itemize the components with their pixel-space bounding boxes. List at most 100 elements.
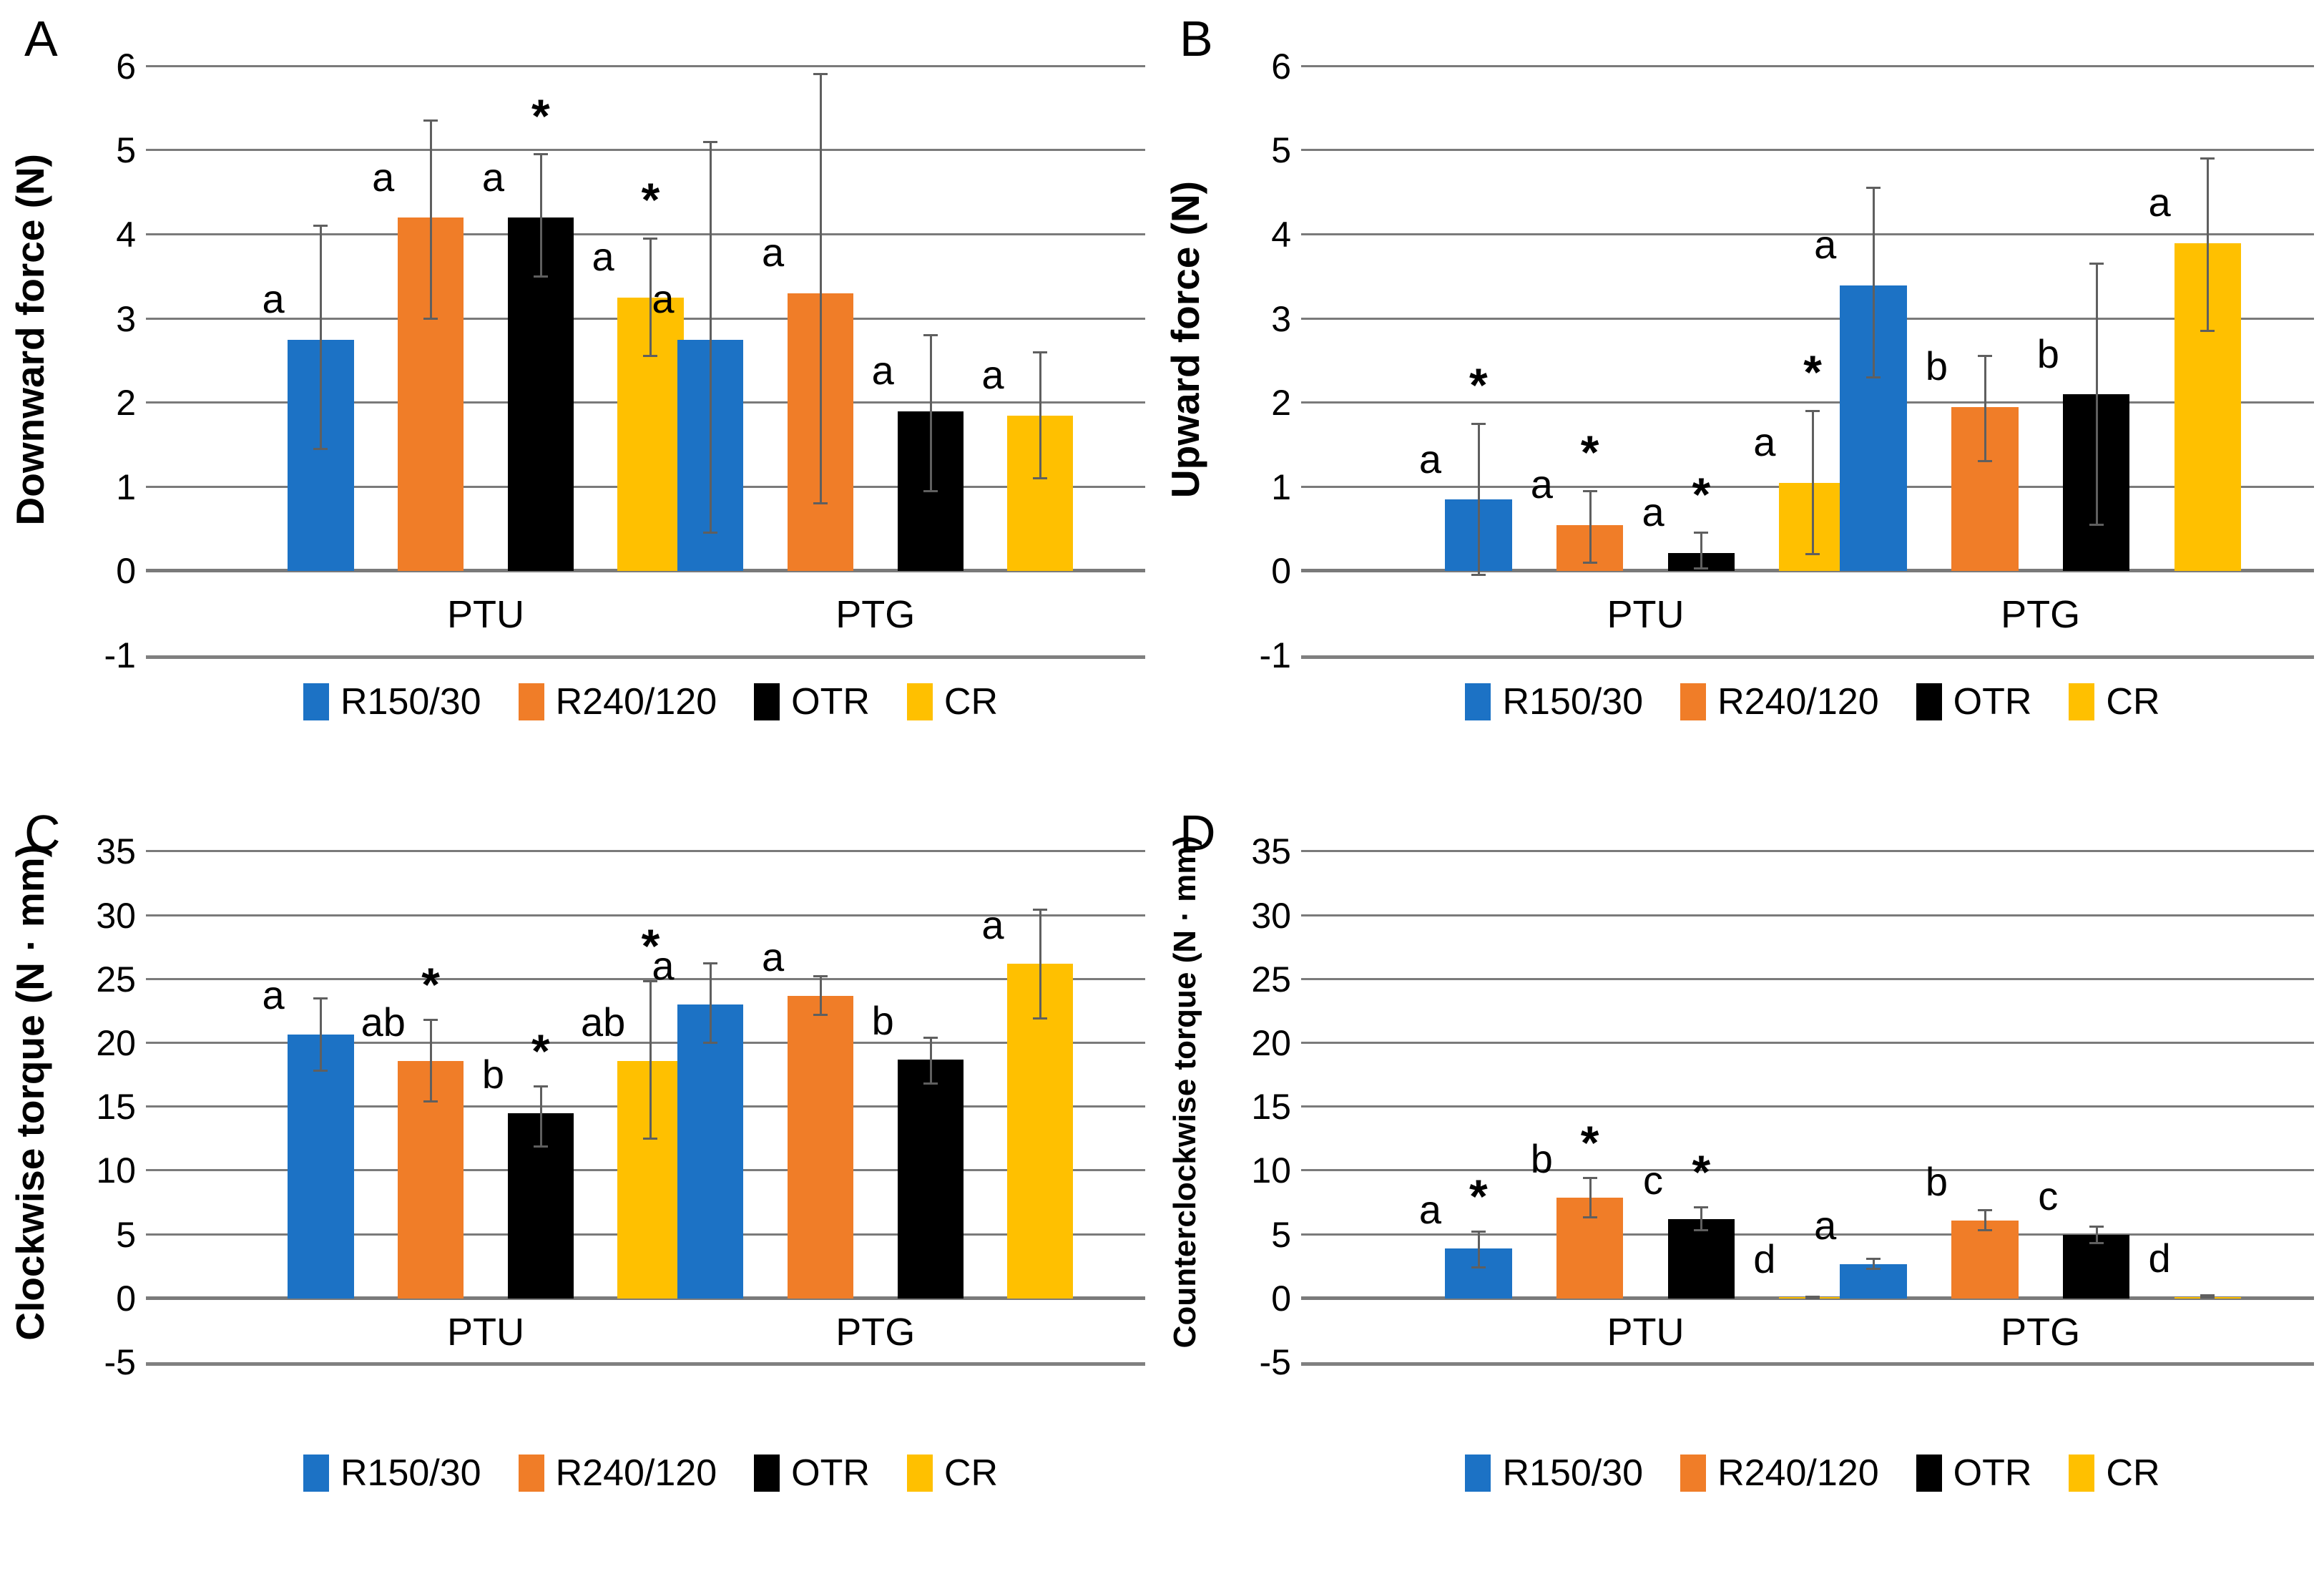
error-bar — [1589, 491, 1592, 563]
significance-letter: ab — [361, 999, 406, 1045]
error-bar-cap — [1866, 1257, 1881, 1260]
legend-item-R150/30: R150/30 — [303, 1452, 481, 1495]
y-axis-title: Clockwise torque (N · mm) — [8, 844, 52, 1341]
error-bar-cap — [313, 225, 328, 228]
significance-letter: a — [1418, 436, 1442, 481]
significance-letter: b — [2036, 331, 2059, 376]
legend-item-OTR: OTR — [754, 1452, 870, 1495]
legend-item-CR: CR — [906, 680, 998, 723]
significance-star: * — [531, 89, 550, 142]
error-bar-cap — [1694, 532, 1709, 534]
error-bar-cap — [1805, 552, 1820, 555]
error-bar-cap — [313, 997, 328, 999]
error-bar — [430, 1020, 433, 1103]
panel-letter-c: C — [24, 805, 61, 861]
gridline — [146, 64, 1145, 67]
significance-letter: a — [262, 972, 285, 1018]
error-bar-cap — [2200, 330, 2215, 333]
bar-PTU-R150/30 — [288, 1034, 354, 1299]
error-bar-cap — [923, 334, 938, 337]
legend-label: R240/120 — [555, 1452, 717, 1494]
legend: R150/30 R240/120 OTR CR — [1301, 1452, 2324, 1495]
error-bar-cap — [313, 1070, 328, 1072]
significance-letter: ab — [580, 999, 626, 1045]
gridline — [1301, 1169, 2314, 1172]
error-bar-cap — [813, 502, 828, 505]
error-bar-cap — [703, 962, 718, 965]
significance-star: * — [531, 1024, 550, 1077]
significance-letter: d — [2148, 1235, 2171, 1281]
tick-label: -5 — [104, 1342, 136, 1382]
error-bar-cap — [1033, 477, 1048, 480]
tick-label: 3 — [1271, 298, 1291, 339]
error-bar — [2095, 264, 2098, 525]
error-bar-cap — [1694, 567, 1709, 569]
x-axis-group-label: PTG — [835, 592, 916, 636]
error-bar-cap — [813, 1013, 828, 1016]
error-bar — [1477, 1232, 1480, 1268]
significance-letter: b — [1925, 1158, 1948, 1204]
gridline — [146, 850, 1145, 853]
error-bar-cap — [703, 532, 718, 534]
error-bar-cap — [813, 73, 828, 76]
gridline — [1301, 850, 2314, 853]
significance-letter: a — [592, 234, 614, 280]
gridline — [146, 1042, 1145, 1044]
legend-item-CR: CR — [2069, 680, 2160, 723]
bar-PTG-R240/120 — [787, 996, 854, 1299]
legend-swatch-icon — [1680, 1455, 1707, 1492]
error-bar-cap — [2200, 1296, 2215, 1299]
error-bar — [1589, 1178, 1592, 1218]
legend-item-R240/120: R240/120 — [1680, 1452, 1879, 1495]
tick-label: 20 — [96, 1023, 136, 1063]
significance-letter: a — [1814, 221, 1837, 267]
y-axis-label-col: Clockwise torque (N · mm) — [0, 818, 60, 1366]
gridline — [1301, 64, 2314, 67]
tick-label: -1 — [104, 635, 136, 675]
bar-PTG-R150/30 — [677, 1004, 744, 1299]
legend-swatch-icon — [1916, 1455, 1942, 1492]
error-bar-cap — [1471, 574, 1486, 577]
legend: R150/30 R240/120 OTR CR — [146, 680, 1155, 723]
tick-label: 3 — [116, 298, 136, 339]
significance-star: * — [421, 957, 440, 1011]
error-bar — [649, 238, 652, 357]
legend-item-OTR: OTR — [1916, 1452, 2031, 1495]
tick-label: 4 — [1271, 214, 1291, 255]
error-bar-cap — [643, 980, 658, 983]
legend-label: OTR — [1953, 681, 2032, 723]
y-axis-label-col: Downward force (N) — [0, 20, 60, 659]
legend-item-R240/120: R240/120 — [518, 1452, 717, 1495]
legend-swatch-icon — [303, 683, 329, 720]
significance-star: * — [1580, 1116, 1599, 1170]
tick-label: 10 — [1251, 1150, 1291, 1191]
significance-letter: b — [1925, 343, 1948, 389]
error-bar-cap — [2200, 157, 2215, 160]
legend-item-R240/120: R240/120 — [518, 680, 717, 723]
error-bar-cap — [1033, 1017, 1048, 1020]
tick-label: 1 — [116, 466, 136, 507]
error-bar-cap — [703, 140, 718, 143]
error-bar — [649, 982, 652, 1139]
legend-swatch-icon — [1680, 683, 1707, 720]
legend-item-R150/30: R150/30 — [1465, 680, 1643, 723]
panel-letter-a: A — [24, 11, 58, 67]
tick-label: -1 — [1259, 635, 1291, 675]
error-bar-cap — [1471, 422, 1486, 425]
x-axis-group-label: PTG — [2001, 1310, 2081, 1354]
error-bar-cap — [1977, 460, 1992, 463]
gridline — [1301, 977, 2314, 980]
panel-b-upward-force: B Upward force (N) 6 5 4 3 2 1 0 -1 PTU a * a * a * a *… — [1155, 0, 2324, 773]
legend: R150/30 R240/120 OTR CR — [1301, 680, 2324, 723]
gridline — [1301, 914, 2314, 916]
x-axis-group-label: PTU — [1607, 592, 1685, 636]
error-bar-cap — [423, 1100, 438, 1103]
legend-label: CR — [2106, 1452, 2160, 1494]
panel-c-clockwise-torque: C Clockwise torque (N · mm) 35 30 25 20 15 10… — [0, 773, 1155, 1584]
error-bar-cap — [923, 1082, 938, 1085]
legend-label: R150/30 — [1502, 681, 1644, 723]
error-bar — [819, 977, 822, 1015]
error-bar-cap — [923, 1036, 938, 1039]
tick-label: 6 — [116, 46, 136, 87]
error-bar-cap — [703, 1042, 718, 1044]
